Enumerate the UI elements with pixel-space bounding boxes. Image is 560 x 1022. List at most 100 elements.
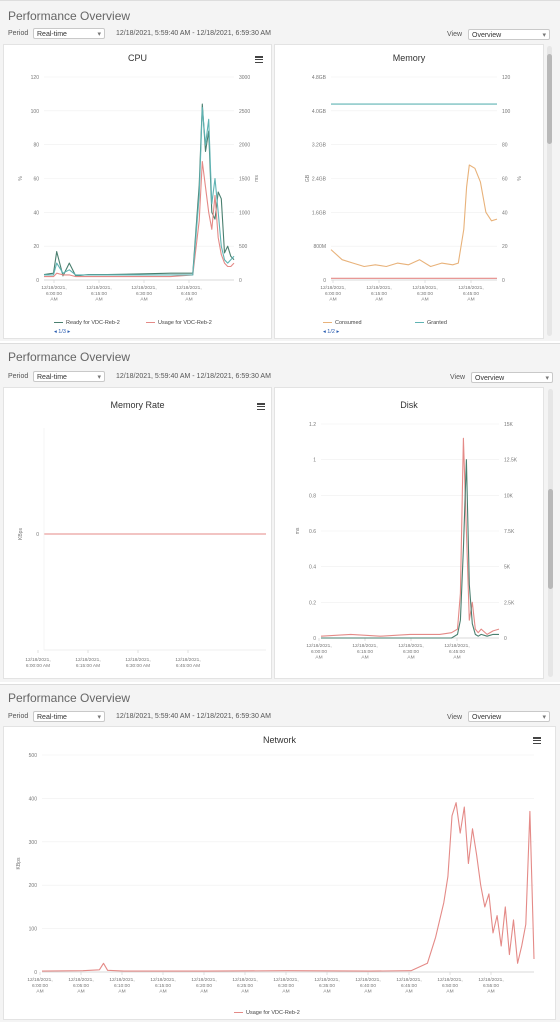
x-tick-label: 12/18/2021, 6:15:00 AM	[86, 285, 111, 303]
x-tick-label: 12/18/2021, 6:30:00 AM	[412, 285, 437, 303]
x-tick-label: 12/18/2021, 6:30:00 AM	[273, 977, 298, 995]
x-tick-label: 12/18/2021, 6:15:00 AM	[352, 643, 377, 661]
y2-tick-label: 500	[239, 244, 248, 250]
legend-item[interactable]: Usage for VDC-Reb-2	[234, 1010, 300, 1016]
legend-swatch	[146, 321, 155, 324]
view-value: Overview	[475, 375, 505, 382]
legend-label: Usage for VDC-Reb-2	[246, 1010, 300, 1016]
x-tick-label: 12/18/2021, 6:45:00 AM	[175, 657, 200, 669]
period-select[interactable]: Real-time ▾	[33, 371, 105, 382]
view-label: View	[447, 714, 463, 721]
y-tick-label: 300	[29, 840, 38, 846]
y-axis-title: ms	[295, 527, 301, 534]
series-line-1	[330, 164, 498, 268]
y-tick-label: 1.2	[309, 422, 316, 428]
y-tick-label: 400	[29, 796, 38, 802]
y-tick-label: 0.2	[309, 600, 316, 606]
legend-swatch	[234, 1011, 243, 1014]
period-label: Period	[8, 373, 29, 380]
x-tick-label: 12/18/2021, 6:00:00 AM	[25, 657, 50, 669]
scrollbar[interactable]	[548, 389, 553, 677]
y-tick-label: 500	[29, 753, 38, 759]
legend-label: Consumed	[335, 320, 362, 326]
hamburger-menu-icon[interactable]	[255, 56, 263, 64]
y-axis-title: GB	[305, 174, 311, 182]
y-axis-title: KBps	[16, 857, 22, 869]
view-select[interactable]: Overview ▾	[468, 711, 550, 722]
y2-tick-label: 40	[502, 210, 508, 216]
memory-chart: 0 800M 1.6GB 2.4GB 3.2GB 4.0GB 4.8GB 0 20 40 60 80 1…	[305, 75, 523, 303]
y-tick-label: 20	[33, 244, 39, 250]
x-tick-label: 12/18/2021, 6:15:00 AM	[150, 977, 175, 995]
y2-tick-label: 120	[502, 75, 511, 81]
y-tick-label: 0	[36, 532, 39, 538]
period-label: Period	[8, 30, 29, 37]
y-tick-label: 1.6GB	[312, 210, 327, 216]
series-line-1	[320, 437, 500, 637]
y-tick-label: 0.4	[309, 565, 316, 571]
network-chart-card: Network 0 100 200 300 400 500 KBps 12/18/2021, 6…	[3, 726, 556, 1020]
y-tick-label: 100	[31, 109, 40, 115]
y2-tick-label: 15K	[504, 422, 514, 428]
y2-tick-label: 0	[239, 278, 242, 284]
x-tick-label: 12/18/2021, 6:45:00 AM	[396, 977, 421, 995]
cpu-chart: 0 20 40 60 80 100 120 0 500 1000 1500 2000 2500 3000%…	[18, 75, 260, 303]
legend-item[interactable]: Ready for VDC-Reb-2	[54, 320, 120, 326]
scrollbar[interactable]	[547, 46, 552, 336]
x-tick-label: 12/18/2021, 6:05:00 AM	[68, 977, 93, 995]
period-select[interactable]: Real-time ▾	[33, 711, 105, 722]
y-tick-label: 0	[323, 278, 326, 284]
x-tick-label: 12/18/2021, 6:00:00 AM	[306, 643, 331, 661]
chevron-down-icon: ▾	[542, 32, 546, 39]
chart-title: Memory	[392, 53, 426, 63]
memory-rate-chart-card: Memory Rate 0 KBps 12/18/2021, 6:00:00 AM 12…	[3, 387, 272, 679]
chevron-down-icon: ▾	[97, 714, 101, 721]
y2-tick-label: 1000	[239, 210, 250, 216]
legend-item[interactable]: Consumed	[323, 320, 362, 326]
hamburger-menu-icon[interactable]	[533, 737, 541, 745]
memory-rate-chart: 0 KBps 12/18/2021, 6:00:00 AM 12/18/2021, 6:1…	[18, 428, 266, 669]
x-tick-label: 12/18/2021, 6:45:00 AM	[176, 285, 201, 303]
chevron-down-icon: ▾	[97, 31, 101, 38]
x-tick-label: 12/18/2021, 6:25:00 AM	[232, 977, 257, 995]
disk-chart: 0 0.2 0.4 0.6 0.8 1 1.2 0 2.5K 5K 7.5K 10K 12.5K 15K m…	[295, 422, 518, 661]
legend-item[interactable]: Granted	[415, 320, 447, 326]
y2-tick-label: 2500	[239, 109, 250, 115]
y-tick-label: 4.0GB	[312, 109, 327, 115]
panel-title: Performance Overview	[8, 350, 131, 364]
y-tick-label: 0.8	[309, 493, 316, 499]
view-value: Overview	[472, 714, 502, 721]
period-select[interactable]: Real-time ▾	[33, 28, 105, 39]
performance-panel-3: Performance Overview Period Real-time ▾ …	[0, 684, 560, 1022]
hamburger-menu-icon[interactable]	[257, 403, 265, 411]
x-tick-label: 12/18/2021, 6:50:00 AM	[437, 977, 462, 995]
cpu-chart-card: CPU 0 20 40 60 80 100 120 0 500 1000 1500 2000 2500 3…	[3, 44, 272, 339]
period-label: Period	[8, 713, 29, 720]
performance-panel-2: Performance Overview Period Real-time ▾ …	[0, 343, 560, 682]
legend-pager[interactable]: ◂ 1/3 ▸	[54, 329, 71, 335]
x-tick-label: 12/18/2021, 6:45:00 AM	[458, 285, 483, 303]
legend-item[interactable]: Usage for VDC-Reb-2	[146, 320, 212, 326]
performance-panel-1: Performance Overview Period Real-time ▾ …	[0, 0, 560, 341]
panel-title: Performance Overview	[8, 691, 131, 705]
view-select[interactable]: Overview ▾	[468, 29, 550, 40]
y-tick-label: 800M	[313, 244, 326, 250]
view-select[interactable]: Overview ▾	[471, 372, 553, 383]
y-tick-label: 100	[29, 927, 38, 933]
y2-tick-label: 5K	[504, 565, 511, 571]
x-tick-label: 12/18/2021, 6:00:00 AM	[27, 977, 52, 995]
legend-label: Granted	[427, 320, 447, 326]
network-chart: 0 100 200 300 400 500 KBps 12/18/2021, 6:00:00 AM…	[16, 753, 535, 995]
legend-swatch	[54, 321, 63, 324]
y-tick-label: 80	[33, 143, 39, 149]
series-line-2	[44, 161, 235, 278]
y-axis-title: %	[18, 176, 24, 181]
y2-tick-label: 2.5K	[504, 600, 515, 606]
y-tick-label: 3.2GB	[312, 143, 327, 149]
legend-swatch	[323, 321, 332, 324]
series-line-3	[44, 106, 235, 276]
y2-tick-label: 3000	[239, 75, 250, 81]
date-range: 12/18/2021, 5:59:40 AM - 12/18/2021, 6:5…	[116, 373, 271, 380]
legend-pager[interactable]: ◂ 1/2 ▸	[323, 329, 340, 335]
x-tick-label: 12/18/2021, 6:15:00 AM	[366, 285, 391, 303]
